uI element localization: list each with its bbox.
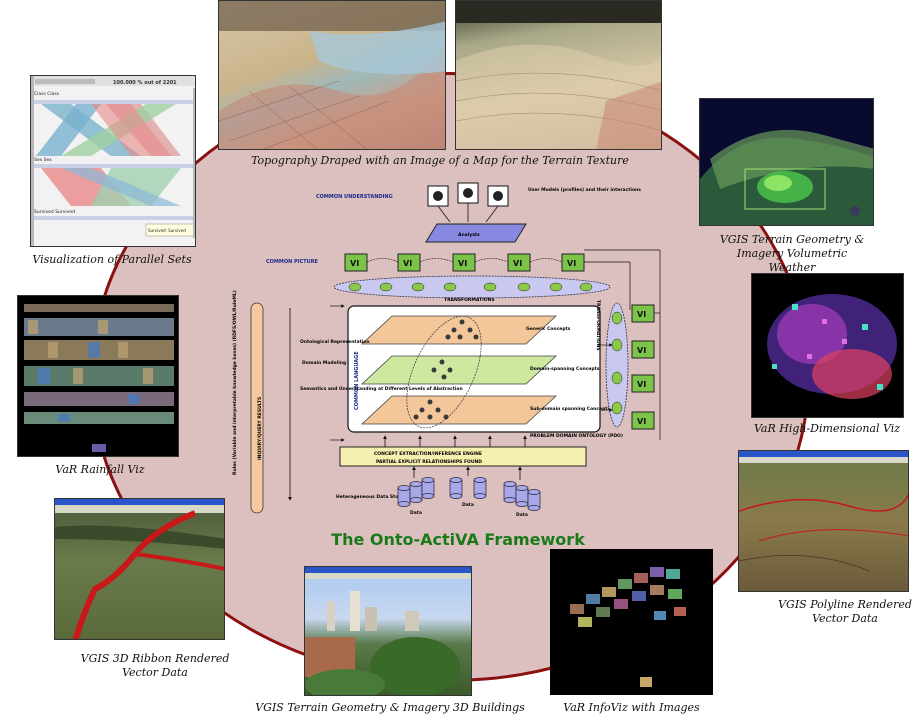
rainfall-image [17, 295, 179, 457]
label-partial-explicit: PARTIAL EXPLICIT RELATIONSHIPS FOUND [376, 459, 482, 465]
layer-generic [360, 315, 558, 345]
topography-image-1 [218, 0, 446, 150]
label-common-language: COMMON LANGUAGE [354, 351, 360, 410]
vi-top-4: VI [513, 259, 522, 268]
parallel-sets-dim-class: Class Class [34, 91, 60, 97]
label-common-picture: COMMON PICTURE [266, 259, 319, 265]
caption-polyline: VGIS Polyline Rendered Vector Data [778, 598, 912, 625]
label-rules: Rules (Variable and interpretable knowle… [232, 290, 238, 475]
vi-top-5: VI [567, 259, 576, 268]
infoviz-image [550, 549, 713, 695]
concept-extraction-box [339, 446, 587, 467]
label-transformations-right: TRANSFORMATIONS [595, 300, 601, 351]
user-models-group: User Models (profiles) and their interac… [427, 182, 641, 223]
label-domain-modeling: Domain Modeling [302, 360, 346, 366]
label-sub-domain: Sub-domain spanning Concepts [530, 406, 610, 412]
label-data-1: Data [410, 510, 422, 516]
vi-top-3: VI [458, 259, 467, 268]
caption-high-dim: VaR High-Dimensional Viz [753, 422, 901, 435]
caption-rainfall: VaR Rainfall Viz [55, 463, 145, 476]
buildings-image [304, 566, 472, 696]
caption-infoviz: VaR InfoViz with Images [563, 701, 700, 714]
parallel-sets-header: 100.000 % out of 2201 [113, 80, 177, 86]
topography-image-2 [455, 0, 662, 150]
label-data-3: Data [516, 512, 528, 518]
label-data-2: Data [462, 502, 474, 508]
vi-right-3: VI [637, 380, 646, 389]
label-common-understanding: COMMON UNDERSTANDING [316, 194, 393, 200]
framework-title: The Onto-ActiVA Framework [331, 530, 585, 549]
vi-right-2: VI [637, 346, 646, 355]
label-user-models: User Models (profiles) and their interac… [528, 187, 641, 193]
layer-sub-domain [360, 395, 558, 425]
transformation-band-top [333, 275, 611, 299]
label-generic-concepts: Generic Concepts [526, 326, 571, 332]
vi-right-4: VI [637, 417, 646, 426]
parallel-sets-graphic: 100.000 % out of 2201 Class Class Sex Se… [31, 76, 195, 246]
label-heterogeneous: Heterogeneous Data Stores [336, 494, 407, 500]
parallel-sets-dim-sex: Sex Sex [34, 157, 52, 163]
ribbon-image [54, 498, 225, 640]
vi-top-2: VI [403, 259, 412, 268]
label-transformations-top: TRANSFORMATIONS [444, 297, 495, 303]
caption-buildings: VGIS Terrain Geometry & Imagery 3D Build… [255, 701, 525, 714]
transformation-band-right [605, 302, 629, 428]
volumetric-weather-image [699, 98, 874, 226]
parallel-sets-tooltip: Survived: Survived [148, 228, 186, 233]
caption-ribbon: VGIS 3D Ribbon Rendered Vector Data [80, 652, 230, 679]
polyline-image [738, 450, 909, 592]
vi-row-top: VI VI VI VI VI [344, 253, 631, 310]
caption-volumetric: VGIS Terrain Geometry & Imagery Volumetr… [719, 233, 865, 274]
label-concept-extraction: CONCEPT EXTRACTION/INFERENCE ENGINE [374, 451, 482, 457]
layer-domain-spanning [360, 355, 558, 385]
label-analysts: Analysts [458, 232, 480, 238]
parallel-sets-dim-survived: Survived Survived [34, 209, 75, 215]
caption-topography: Topography Draped with an Image of a Map… [251, 154, 629, 167]
label-semantics: Semantics and Understanding at Different… [300, 386, 463, 392]
inquiry-bar [250, 302, 264, 514]
label-domain-spanning: Domain-spanning Concepts [530, 366, 600, 372]
label-problem-domain: PROBLEM DOMAIN ONTOLOGY (PDO) [530, 433, 623, 439]
analysts-platform [425, 223, 527, 243]
caption-parallel-sets: Visualization of Parallel Sets [32, 253, 192, 266]
vi-top-1: VI [350, 259, 359, 268]
parallel-sets-image: 100.000 % out of 2201 Class Class Sex Se… [30, 75, 196, 247]
vi-right-1: VI [637, 310, 646, 319]
vi-column-right: VI VI VI VI [584, 249, 661, 440]
data-stores [397, 477, 541, 511]
high-dimensional-image [751, 273, 904, 418]
label-inquiry: INQUIRY/QUERY RESULTS [257, 397, 263, 460]
label-ontological-repr: Ontological Representation [300, 339, 370, 345]
